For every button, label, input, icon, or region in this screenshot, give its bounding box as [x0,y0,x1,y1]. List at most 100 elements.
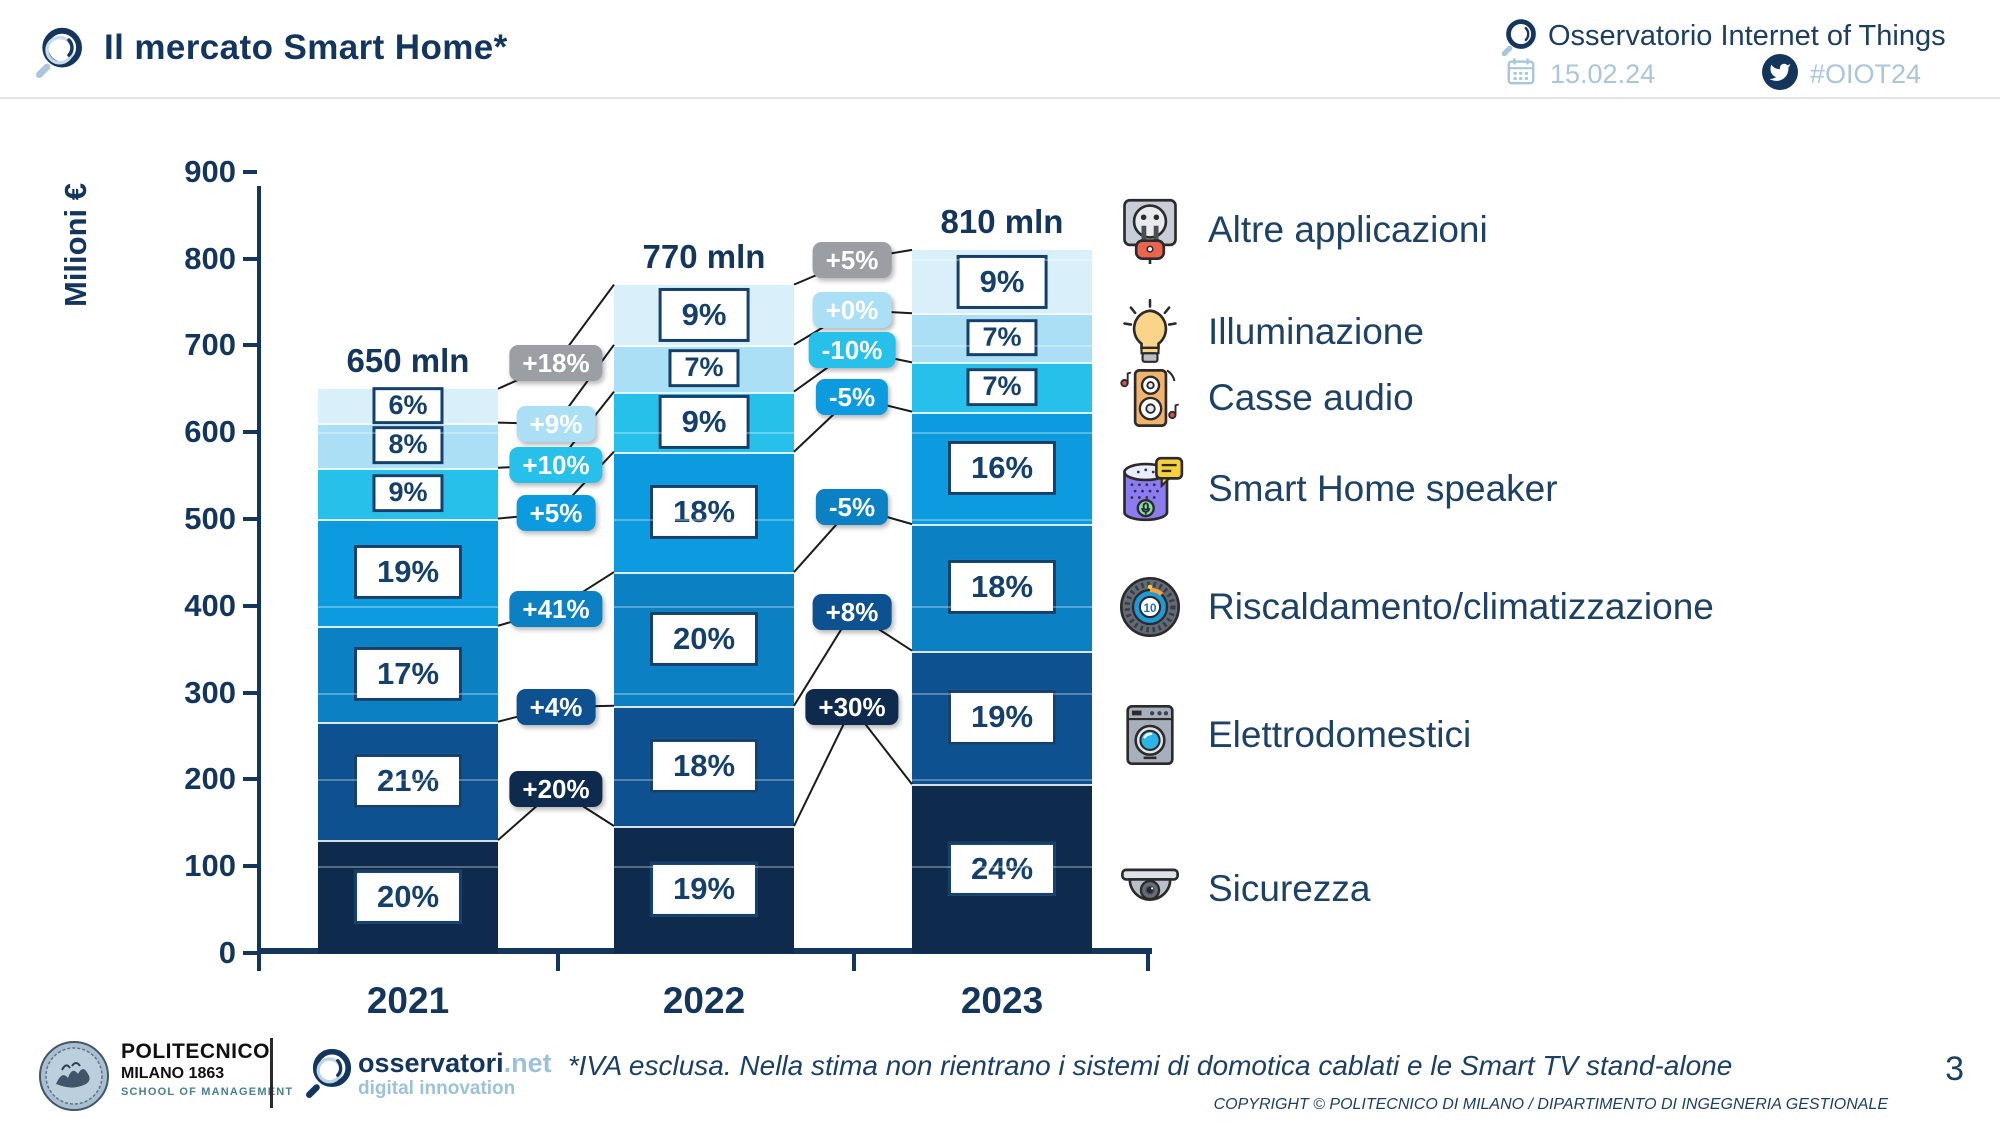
bar-gridline [912,866,1092,869]
segment-value-label: 18% [649,738,759,793]
bar-gridline [318,779,498,782]
politecnico-school: SCHOOL OF MANAGEMENT [121,1086,294,1098]
bar-total-label: 810 mln [940,202,1064,240]
bar-gridline [912,779,1092,782]
growth-badge: +18% [509,345,603,381]
page-title: Il mercato Smart Home* [104,28,508,67]
date-label: 15.02.24 [1550,59,1656,89]
segment-value-label: 9% [658,287,750,342]
x-axis-tick [852,954,856,971]
y-axis-line [257,186,261,958]
x-category-label: 2022 [662,980,746,1021]
bar-total-label: 650 mln [346,341,470,379]
segment-value-label: 16% [947,440,1057,495]
legend-label-washing-machine: Elettrodomestici [1208,714,1472,755]
bar-segment-2023-altre-applicazioni: 9% [912,249,1092,314]
speaker-icon [1116,364,1184,432]
segment-value-label: 19% [353,545,463,600]
segment-value-label: 24% [947,841,1057,896]
bar-gridline [614,518,794,521]
y-tick-mark [243,517,257,521]
bar-gridline [318,432,498,435]
bar-segment-2023-illuminazione: 7% [912,313,1092,363]
legend-label-thermostat: Riscaldamento/climatizzazione [1208,586,1714,627]
bar-gridline [614,866,794,869]
bar-gridline [318,692,498,695]
bulb-icon [1116,298,1184,366]
y-tick-mark [243,951,257,955]
segment-value-label: 19% [947,690,1057,745]
politecnico-seal-icon [38,1040,110,1112]
bar-segment-2021-riscaldamento-climatizzazione: 17% [318,625,498,722]
y-tick-label: 200 [184,761,236,797]
segment-value-label: 20% [353,869,463,924]
bar-gridline [912,258,1092,261]
x-category-label: 2023 [960,980,1044,1021]
osservatori-logo-icon [306,1046,358,1098]
y-axis-title: Milioni € [58,183,93,307]
bar-gridline [318,866,498,869]
growth-badge: +10% [509,447,603,483]
y-tick-label: 500 [184,501,236,536]
bar-gridline [912,605,1092,608]
y-tick-label: 300 [184,674,236,710]
bar-gridline [614,605,794,608]
bar-segment-2022-altre-applicazioni: 9% [614,284,794,345]
legend-label-smart-speaker: Smart Home speaker [1208,468,1558,509]
segment-value-label: 18% [649,484,759,539]
growth-badge: +30% [805,689,899,725]
security-camera-icon [1116,855,1184,923]
bar-segment-2023-elettrodomestici: 19% [912,650,1092,785]
y-tick-label: 400 [184,587,236,623]
bar-segment-2023-riscaldamento-climatizzazione: 18% [912,524,1092,651]
bar-total-label: 770 mln [642,237,766,275]
calendar-icon [1506,56,1536,86]
bar-segment-2022-casse-audio: 9% [614,391,794,452]
bar-segment-2023-casse-audio: 7% [912,362,1092,412]
y-tick-label: 800 [184,240,236,276]
x-axis-tick [257,954,261,971]
segment-value-label: 19% [649,862,759,917]
segment-value-label: 20% [649,611,759,666]
y-tick-mark [243,256,257,261]
bar-gridline [318,605,498,608]
growth-badge: +8% [812,594,892,630]
bar-gridline [912,518,1092,521]
legend-label-speaker: Casse audio [1208,377,1414,418]
y-tick-label: 600 [184,414,236,450]
x-axis-tick [556,954,560,971]
growth-badge: +9% [516,406,596,442]
x-category-label: 2021 [366,980,450,1021]
segment-value-label: 18% [947,560,1057,615]
y-tick-mark [243,343,257,348]
segment-value-label: 21% [353,753,463,808]
bar-segment-2021-altre-applicazioni: 6% [318,386,498,425]
osservatori-tagline: digital innovation [358,1078,516,1099]
y-tick-label: 100 [184,848,236,884]
y-tick-label: 700 [184,327,236,363]
segment-value-label: 9% [372,474,444,512]
bar-segment-2022-illuminazione: 7% [614,344,794,392]
growth-badge: +5% [516,495,596,531]
bar-gridline [614,432,794,435]
growth-badge: +5% [812,242,892,278]
bar-2021: 20% 21% 17% 19% 9% 8% 6% [318,386,498,953]
page-number: 3 [1945,1050,1964,1088]
bar-gridline [318,518,498,521]
thermostat-icon: 10 [1116,573,1184,641]
growth-badge: +4% [516,689,596,725]
footer-divider [270,1038,273,1108]
brand-name: Osservatorio Internet of Things [1548,20,1946,52]
bar-segment-2022-riscaldamento-climatizzazione: 20% [614,572,794,706]
y-tick-label: 900 [184,153,236,189]
svg-text:10: 10 [1144,602,1157,615]
growth-badge: +41% [509,591,603,627]
bar-2022: 19% 18% 20% 18% 9% 7% 9% [614,284,794,953]
legend-label-security-camera: Sicurezza [1208,868,1371,909]
y-tick-mark [243,603,257,608]
segment-value-label: 7% [966,368,1038,406]
bar-2023: 24% 19% 18% 16% 7% 7% 9% [912,249,1092,953]
bar-segment-2021-smart-home-speaker: 19% [318,518,498,626]
x-axis-tick [1146,954,1150,971]
